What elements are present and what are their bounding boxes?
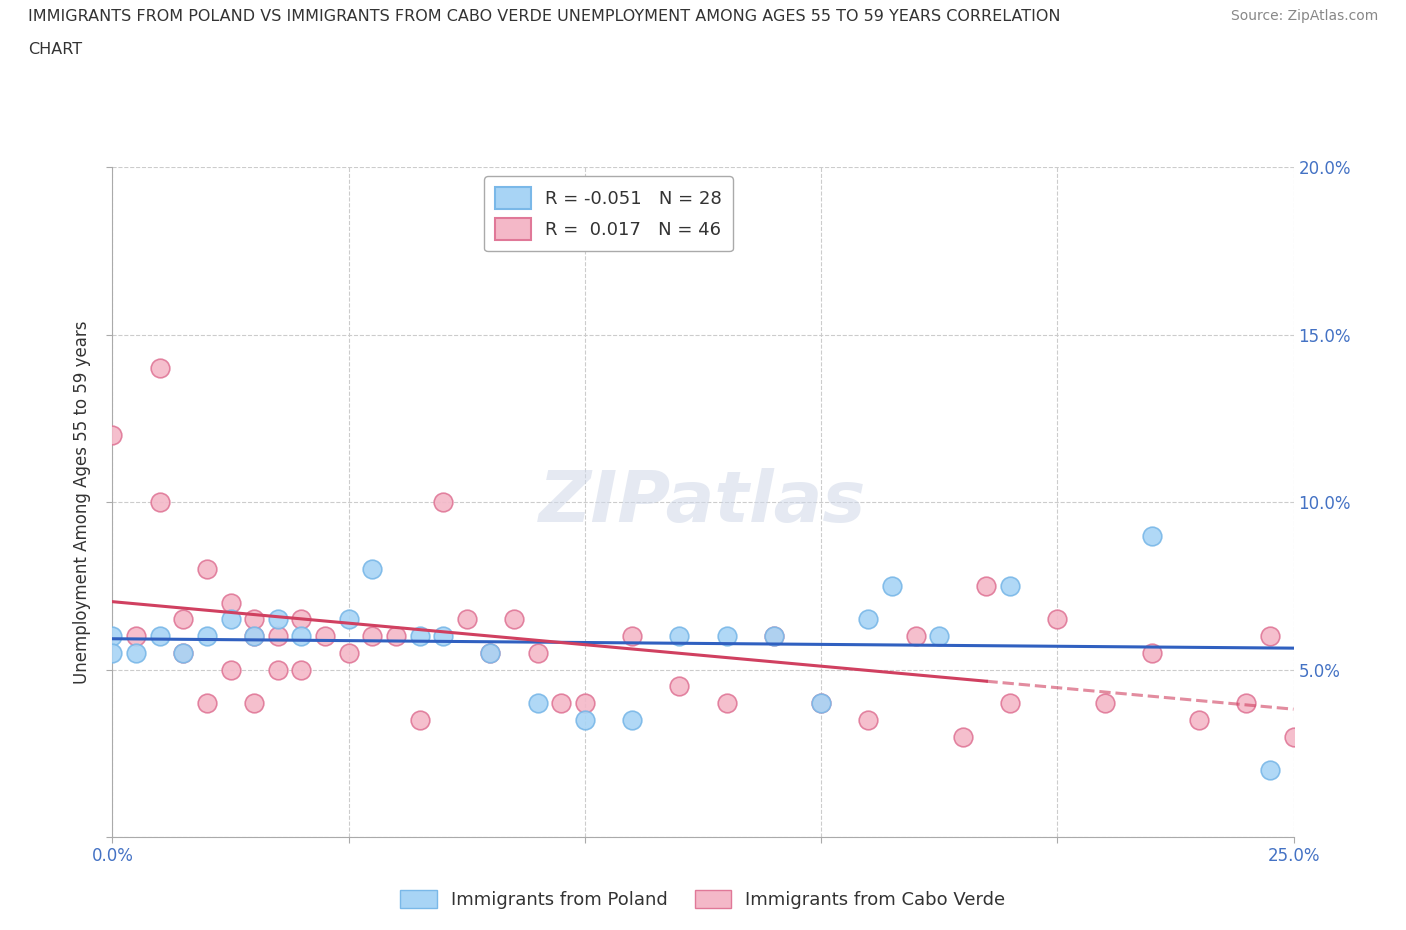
Point [101, 629, 124, 644]
Point [290, 612, 312, 627]
Point [125, 629, 148, 644]
Point [290, 662, 312, 677]
Point [574, 712, 596, 727]
Point [1234, 696, 1257, 711]
Point [149, 495, 172, 510]
Point [621, 712, 644, 727]
Point [243, 629, 266, 644]
Legend: Immigrants from Poland, Immigrants from Cabo Verde: Immigrants from Poland, Immigrants from … [394, 883, 1012, 916]
Point [998, 696, 1021, 711]
Point [526, 645, 548, 660]
Point [290, 629, 312, 644]
Point [195, 562, 218, 577]
Legend: R = -0.051   N = 28, R =  0.017   N = 46: R = -0.051 N = 28, R = 0.017 N = 46 [484, 177, 733, 251]
Point [928, 629, 950, 644]
Point [243, 696, 266, 711]
Point [574, 696, 596, 711]
Point [1046, 612, 1069, 627]
Point [408, 629, 430, 644]
Point [668, 679, 690, 694]
Point [219, 612, 242, 627]
Point [550, 696, 572, 711]
Point [267, 629, 290, 644]
Point [361, 562, 384, 577]
Point [1258, 629, 1281, 644]
Point [810, 696, 832, 711]
Point [172, 612, 194, 627]
Point [503, 612, 526, 627]
Point [976, 578, 998, 593]
Point [526, 696, 548, 711]
Point [479, 645, 502, 660]
Point [243, 629, 266, 644]
Text: ZIPatlas: ZIPatlas [540, 468, 866, 537]
Point [219, 662, 242, 677]
Point [432, 629, 454, 644]
Point [314, 629, 336, 644]
Point [408, 712, 430, 727]
Point [810, 696, 832, 711]
Point [1188, 712, 1211, 727]
Point [1094, 696, 1116, 711]
Point [1258, 763, 1281, 777]
Point [337, 645, 360, 660]
Point [1282, 729, 1305, 744]
Text: CHART: CHART [28, 42, 82, 57]
Point [243, 612, 266, 627]
Point [998, 578, 1021, 593]
Y-axis label: Unemployment Among Ages 55 to 59 years: Unemployment Among Ages 55 to 59 years [73, 321, 91, 684]
Point [337, 612, 360, 627]
Point [267, 612, 290, 627]
Point [101, 645, 124, 660]
Point [762, 629, 785, 644]
Point [762, 629, 785, 644]
Point [858, 612, 880, 627]
Point [716, 696, 738, 711]
Point [195, 629, 218, 644]
Point [668, 629, 690, 644]
Text: IMMIGRANTS FROM POLAND VS IMMIGRANTS FROM CABO VERDE UNEMPLOYMENT AMONG AGES 55 : IMMIGRANTS FROM POLAND VS IMMIGRANTS FRO… [28, 9, 1060, 24]
Point [621, 629, 644, 644]
Point [952, 729, 974, 744]
Point [172, 645, 194, 660]
Point [172, 645, 194, 660]
Point [904, 629, 927, 644]
Text: Source: ZipAtlas.com: Source: ZipAtlas.com [1230, 9, 1378, 23]
Point [880, 578, 903, 593]
Point [361, 629, 384, 644]
Point [195, 696, 218, 711]
Point [456, 612, 478, 627]
Point [125, 645, 148, 660]
Point [716, 629, 738, 644]
Point [149, 629, 172, 644]
Point [267, 662, 290, 677]
Point [479, 645, 502, 660]
Point [1140, 645, 1163, 660]
Point [858, 712, 880, 727]
Point [1140, 528, 1163, 543]
Point [149, 361, 172, 376]
Point [101, 428, 124, 443]
Point [219, 595, 242, 610]
Point [432, 495, 454, 510]
Point [385, 629, 408, 644]
